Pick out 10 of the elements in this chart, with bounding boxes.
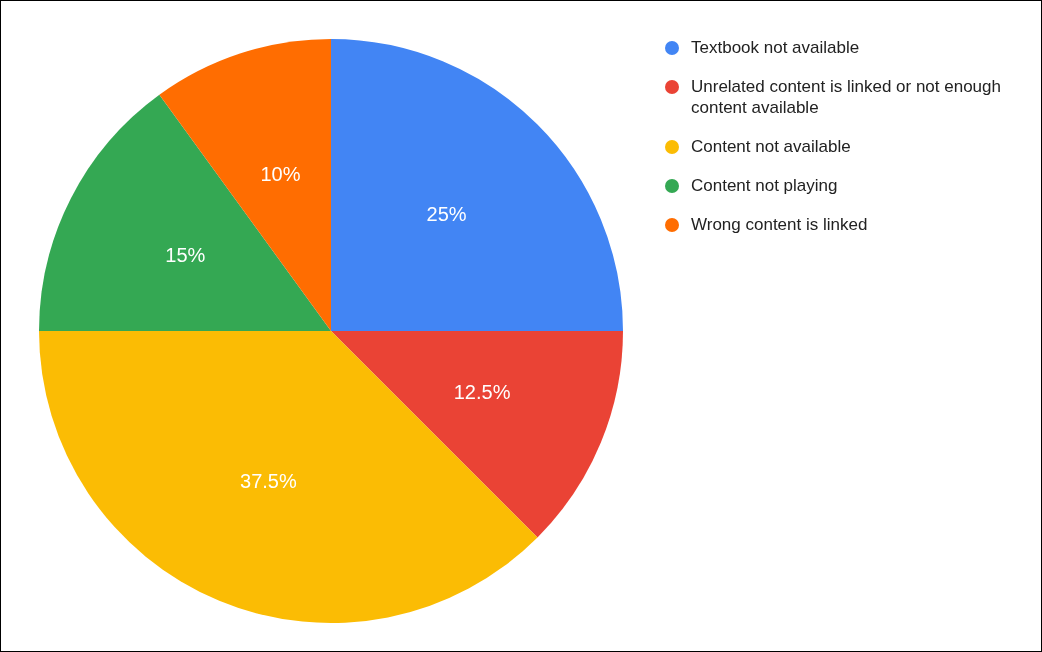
legend-label: Wrong content is linked [691, 214, 868, 235]
legend-label: Content not playing [691, 175, 838, 196]
data-label: 12.5% [453, 381, 511, 404]
data-label: 10% [260, 163, 301, 185]
legend-label: Textbook not available [691, 37, 860, 58]
data-label: 15% [165, 244, 206, 267]
legend-label: Content not available [691, 136, 851, 157]
data-label: 25% [426, 202, 467, 225]
data-label: 37.5% [240, 469, 297, 492]
legend-label: Unrelated content is linked or not enough content available [691, 76, 1002, 118]
